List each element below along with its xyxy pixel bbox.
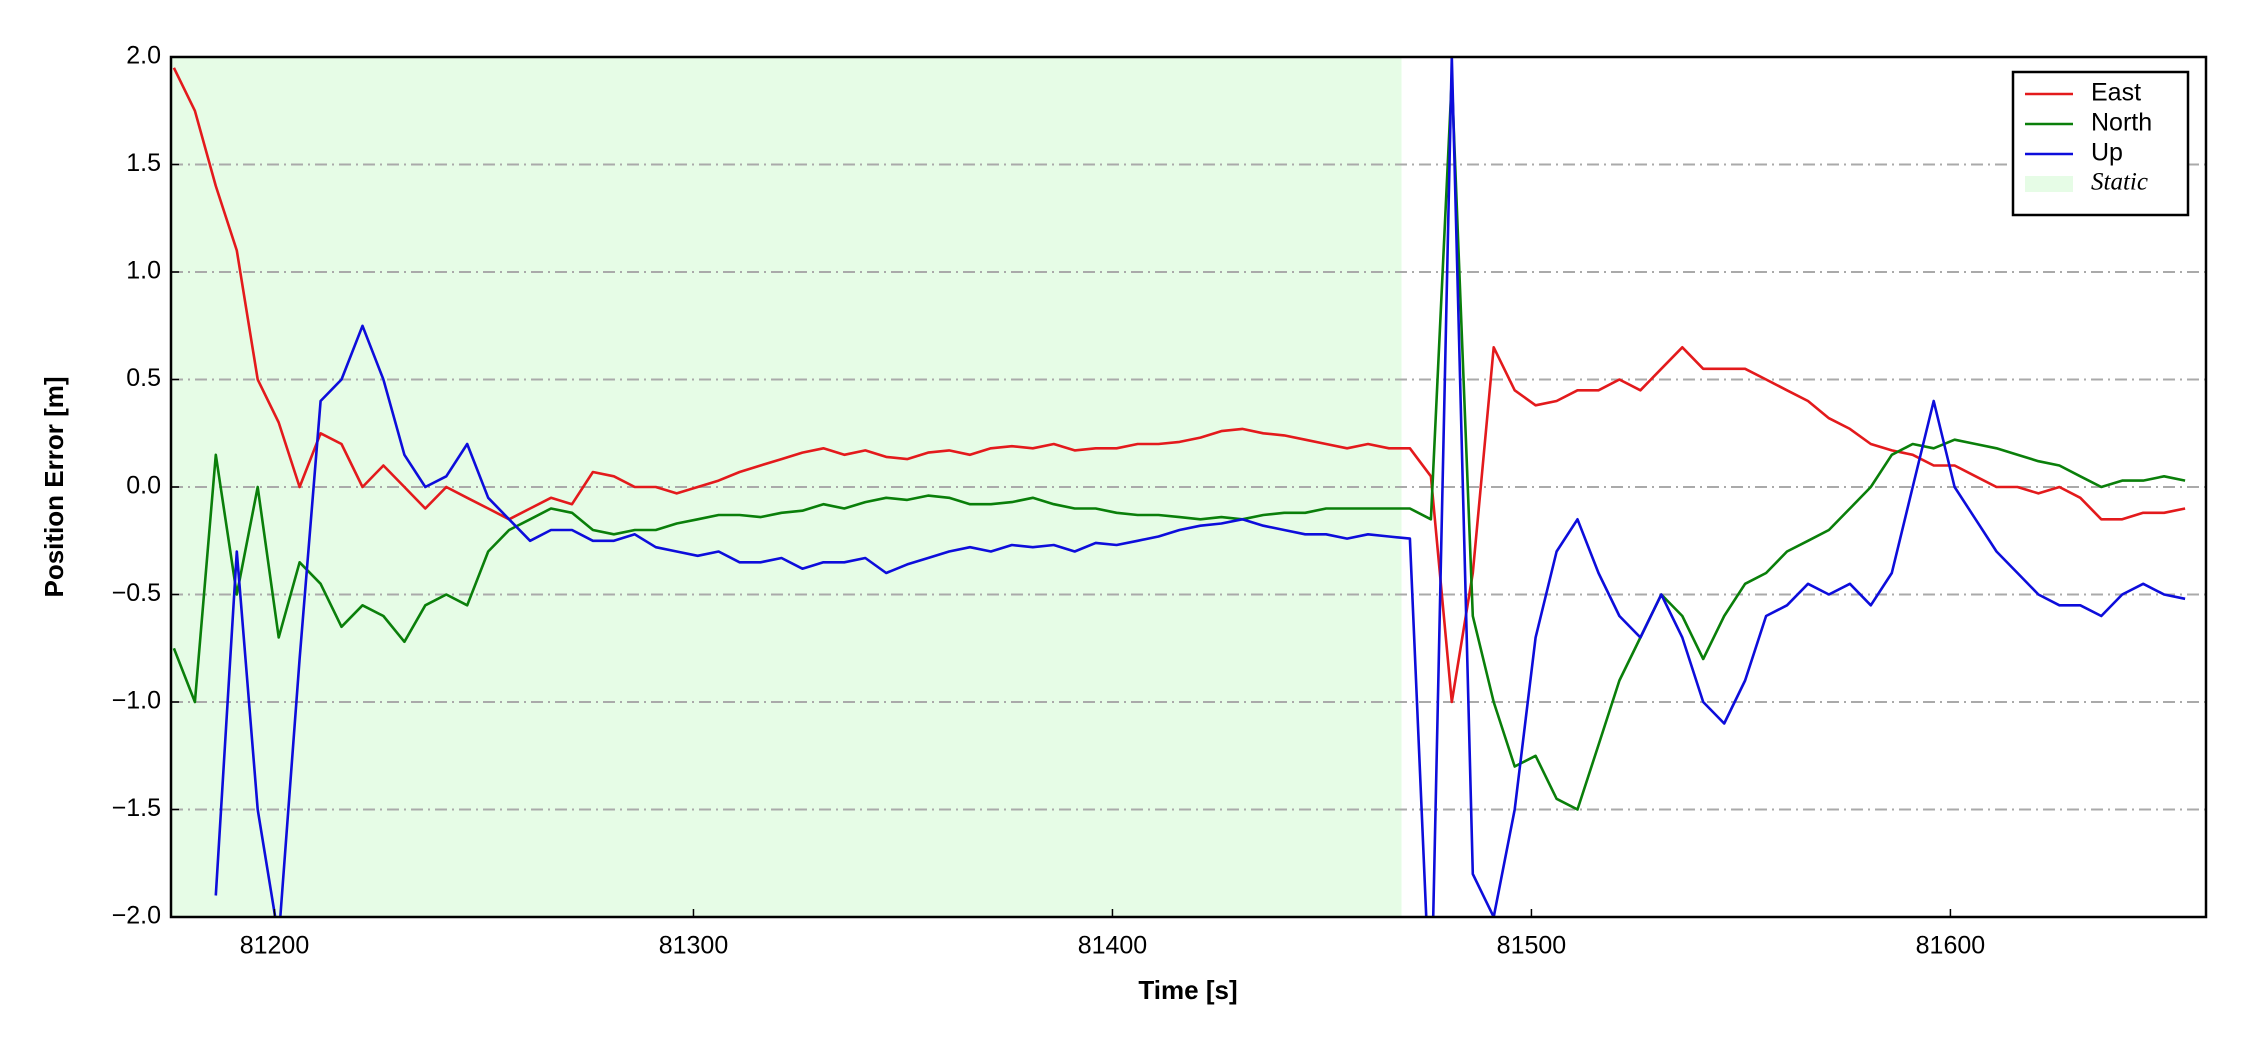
y-axis-label: Position Error [m] [39, 376, 69, 597]
series-line [214, 57, 2186, 917]
legend-label: North [2091, 109, 2152, 137]
legend-label: East [2091, 79, 2141, 107]
plot-area [171, 57, 2206, 917]
y-tick-label: −1.5 [112, 794, 161, 822]
plot-frame [169, 55, 2208, 919]
x-tick-label: 81300 [659, 932, 729, 960]
y-tick-label: 0.5 [126, 364, 161, 392]
x-tick-label: 81200 [240, 932, 310, 960]
y-tick-label: −2.0 [112, 902, 161, 930]
y-tick-label: 0.0 [126, 472, 161, 500]
x-tick-label: 81400 [1078, 932, 1148, 960]
y-tick-label: 1.0 [126, 257, 161, 285]
x-axis-label: Time [s] [1138, 975, 1237, 1005]
x-tick-label: 81500 [1497, 932, 1567, 960]
legend-label: Static [2091, 169, 2148, 196]
y-tick-label: −0.5 [112, 579, 161, 607]
y-tick-label: 1.5 [126, 149, 161, 177]
y-tick-label: −1.0 [112, 687, 161, 715]
series-line [172, 77, 2186, 811]
y-tick-label: 2.0 [126, 42, 161, 70]
legend-swatch [2025, 176, 2073, 192]
x-tick-label: 81600 [1916, 932, 1986, 960]
legend-label: Up [2091, 139, 2123, 167]
static-region [171, 57, 1402, 917]
